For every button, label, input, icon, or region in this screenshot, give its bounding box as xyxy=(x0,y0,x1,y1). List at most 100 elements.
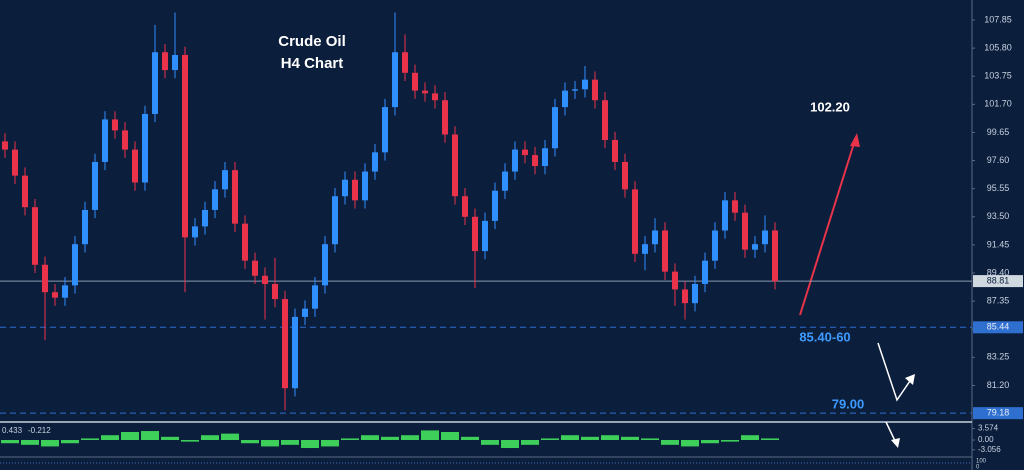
candle-body xyxy=(712,230,718,261)
candle-body xyxy=(632,189,638,254)
histogram-bar xyxy=(721,440,739,442)
candle-body xyxy=(282,299,288,389)
candle-body xyxy=(662,230,668,272)
indicator-tick-label: 0.00 xyxy=(978,435,994,444)
candle-body xyxy=(222,170,228,190)
candle-body xyxy=(202,209,208,227)
histogram-bar xyxy=(341,438,359,441)
candle-body xyxy=(362,171,368,201)
candle-body xyxy=(512,149,518,172)
candle-body xyxy=(542,148,548,167)
candle-body xyxy=(382,107,388,153)
candle-body xyxy=(112,119,118,131)
candle-body xyxy=(2,141,8,150)
histogram-bar xyxy=(681,440,699,447)
arrows xyxy=(799,133,915,448)
histogram-bar xyxy=(501,440,519,449)
histogram-bar xyxy=(741,435,759,441)
candle-body xyxy=(82,209,88,245)
candle-body xyxy=(212,189,218,210)
histogram-bar xyxy=(81,438,99,441)
candle-body xyxy=(172,54,178,71)
histogram-bar xyxy=(161,436,179,441)
histogram-bar xyxy=(181,440,199,442)
arrow-head xyxy=(850,133,860,147)
candle-body xyxy=(532,155,538,167)
candle-body xyxy=(42,264,48,293)
histogram-bar xyxy=(281,440,299,445)
arrow xyxy=(799,139,856,316)
histogram-bar xyxy=(201,435,219,441)
candle-body xyxy=(692,283,698,304)
y-tick-label: 89.40 xyxy=(987,267,1010,277)
histogram-bar xyxy=(421,430,439,441)
histogram-bar xyxy=(521,440,539,445)
y-tick-label: 81.20 xyxy=(987,380,1010,390)
candle-body xyxy=(602,100,608,140)
target-annotation: 102.20 xyxy=(810,99,850,114)
histogram-bar xyxy=(541,438,559,441)
candle-body xyxy=(72,244,78,286)
candle-body xyxy=(502,171,508,191)
candle-body xyxy=(262,275,268,284)
candle-body xyxy=(92,161,98,210)
candle-body xyxy=(402,52,408,73)
y-tick-label: 93.50 xyxy=(987,211,1010,221)
bottom-tick-label: 100 xyxy=(976,459,987,465)
bottom-tick-label: 0 xyxy=(976,465,980,470)
histogram-bar xyxy=(381,436,399,441)
y-tick-label: 99.65 xyxy=(987,127,1010,137)
indicator-readout: -0.212 xyxy=(28,426,51,435)
histogram-bar xyxy=(141,431,159,441)
candle-body xyxy=(722,200,728,231)
candle-body xyxy=(482,220,488,252)
candle-body xyxy=(562,90,568,108)
histogram-bar xyxy=(361,435,379,441)
candle-body xyxy=(372,152,378,172)
candle-body xyxy=(392,52,398,108)
candle-body xyxy=(682,289,688,304)
candle-body xyxy=(52,292,58,298)
histogram-bar xyxy=(321,440,339,447)
histogram-bar xyxy=(41,440,59,447)
indicator-readout: 0.433 xyxy=(2,426,23,435)
histogram-bar xyxy=(261,440,279,447)
y-tick-label: 103.75 xyxy=(984,71,1012,81)
candle-body xyxy=(642,244,648,254)
histogram-bar xyxy=(561,435,579,441)
histogram-bar xyxy=(301,440,319,449)
candle-body xyxy=(522,149,528,156)
candle-body xyxy=(422,90,428,94)
candle-body xyxy=(702,260,708,284)
histogram-bar xyxy=(481,440,499,445)
indicator-tick-label: -3.056 xyxy=(978,445,1001,454)
histogram-bar xyxy=(441,432,459,441)
candle-body xyxy=(772,230,778,282)
histogram-bar xyxy=(461,436,479,441)
histogram-bar xyxy=(661,440,679,445)
histogram-bar xyxy=(601,435,619,441)
y-tick-label: 105.80 xyxy=(984,43,1012,53)
candle-body xyxy=(122,130,128,150)
histogram-bar xyxy=(701,440,719,444)
histogram-bar xyxy=(401,435,419,441)
chart-title: Crude Oil xyxy=(278,33,346,50)
level-label-box xyxy=(973,275,1023,288)
candle-body xyxy=(732,200,738,213)
candle-body xyxy=(12,149,18,176)
histogram-bar xyxy=(761,438,779,441)
candle-body xyxy=(342,179,348,197)
candle-body xyxy=(762,230,768,245)
candle-body xyxy=(182,54,188,238)
candle-body xyxy=(492,190,498,221)
candle-body xyxy=(312,285,318,309)
y-tick-label: 101.70 xyxy=(984,99,1012,109)
candle-body xyxy=(592,79,598,101)
candle-body xyxy=(612,140,618,162)
indicator-tick-label: 3.574 xyxy=(978,424,999,433)
y-tick-label: 87.35 xyxy=(987,295,1010,305)
candle-body xyxy=(472,216,478,252)
level-label: 79.18 xyxy=(987,408,1010,418)
candle-body xyxy=(652,230,658,245)
